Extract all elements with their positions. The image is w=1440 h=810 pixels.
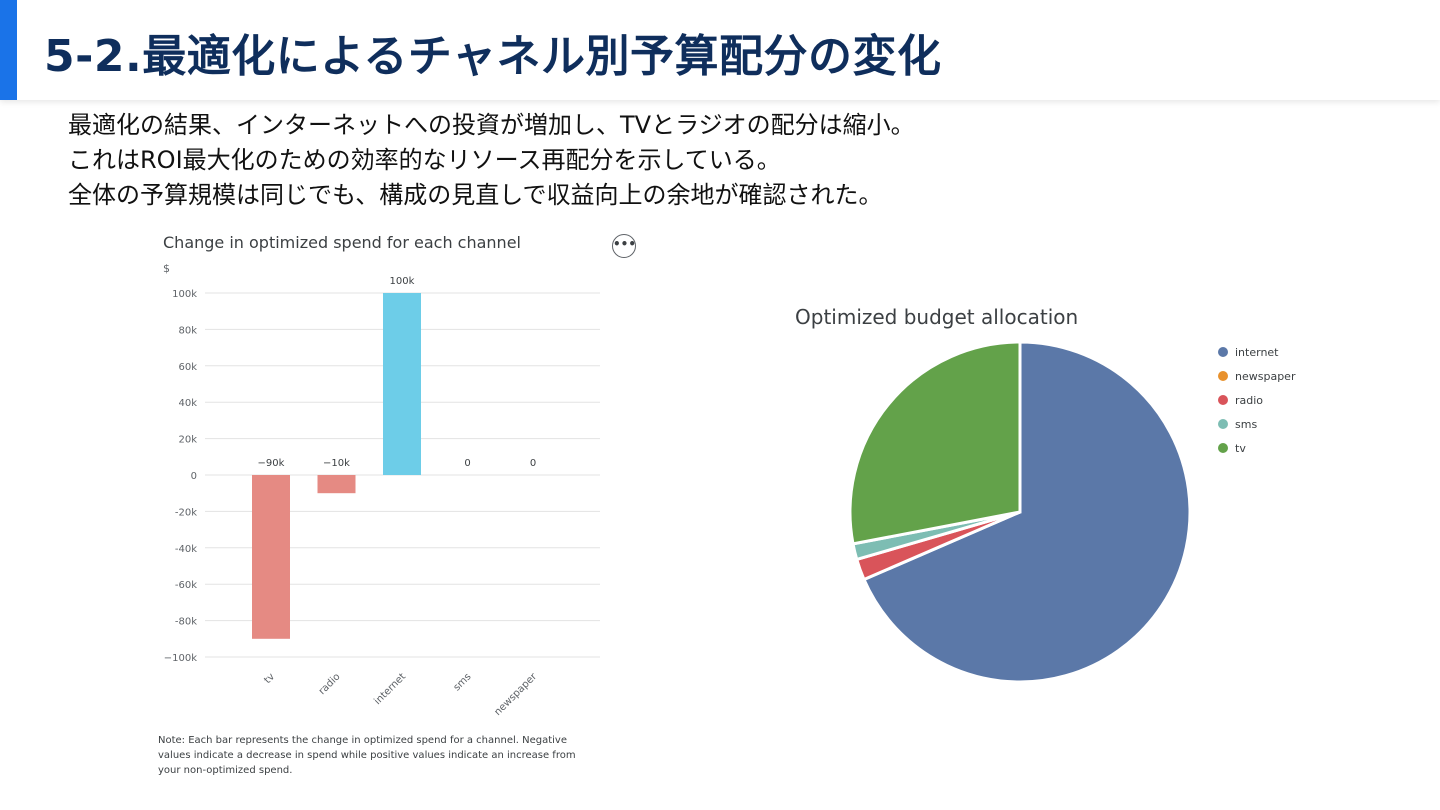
bar-tv xyxy=(252,475,290,639)
y-tick-label: 20k xyxy=(178,435,197,446)
legend-item-tv: tv xyxy=(1218,436,1295,460)
bar-chart: 100k 80k 60k 40k 20k 0 -20k -40k -60k -80k −100k −9… xyxy=(164,276,600,718)
legend-swatch xyxy=(1218,371,1228,381)
legend-label: tv xyxy=(1235,441,1246,455)
legend-label: sms xyxy=(1235,417,1258,431)
y-tick-label: -80k xyxy=(175,617,197,628)
x-tick-label-internet: internet xyxy=(372,671,408,707)
y-tick-label: 100k xyxy=(172,289,197,300)
legend-swatch xyxy=(1218,395,1228,405)
legend-swatch xyxy=(1218,347,1228,357)
legend-item-internet: internet xyxy=(1218,340,1295,364)
y-tick-label: 60k xyxy=(178,362,197,373)
legend-item-newspaper: newspaper xyxy=(1218,364,1295,388)
header-accent-bar xyxy=(0,0,17,100)
data-label-newspaper: 0 xyxy=(530,458,536,469)
body-line-2: これはROI最大化のための効率的なリソース再配分を示している。 xyxy=(68,146,781,174)
y-tick-label: -20k xyxy=(175,507,197,518)
x-tick-label-tv: tv xyxy=(262,671,277,686)
bar-radio xyxy=(317,475,356,494)
legend-label: radio xyxy=(1235,393,1264,407)
body-line-3: 全体の予算規模は同じでも、構成の見直しで収益向上の余地が確認された。 xyxy=(68,181,883,209)
y-tick-label: 40k xyxy=(178,398,197,409)
bar-chart-note: Note: Each bar represents the change in … xyxy=(158,735,576,776)
y-tick-label: 80k xyxy=(178,325,197,336)
data-label-sms: 0 xyxy=(464,458,470,469)
bar-chart-y-unit: $ xyxy=(163,262,170,275)
slide-title: 5-2.最適化によるチャネル別予算配分の変化 xyxy=(44,31,942,82)
x-tick-label-newspaper: newspaper xyxy=(492,671,539,718)
data-label-internet: 100k xyxy=(390,276,415,287)
legend-swatch xyxy=(1218,419,1228,429)
bar-internet xyxy=(383,293,421,475)
legend-item-sms: sms xyxy=(1218,412,1295,436)
pie-slice-internet xyxy=(862,340,1192,684)
body-line-1: 最適化の結果、インターネットへの投資が増加し、TVとラジオの配分は縮小。 xyxy=(68,111,915,139)
data-label-tv: −90k xyxy=(258,458,285,469)
y-tick-label: −100k xyxy=(164,653,197,664)
y-tick-label: -60k xyxy=(175,580,197,591)
slide-header: 5-2.最適化によるチャネル別予算配分の変化 xyxy=(0,0,1440,100)
more-horizontal-icon[interactable]: ••• xyxy=(612,234,636,258)
legend-swatch xyxy=(1218,443,1228,453)
bar-chart-title: Change in optimized spend for each chann… xyxy=(163,233,521,252)
pie-chart-title: Optimized budget allocation xyxy=(795,305,1079,329)
x-tick-label-sms: sms xyxy=(452,671,474,693)
y-tick-label: -40k xyxy=(175,544,197,555)
legend-label: newspaper xyxy=(1235,369,1296,383)
pie-chart xyxy=(848,340,1192,684)
pie-legend: internet newspaper radio sms tv xyxy=(1218,340,1295,460)
data-label-radio: −10k xyxy=(323,458,350,469)
legend-label: internet xyxy=(1235,345,1279,359)
y-tick-label: 0 xyxy=(191,471,197,482)
pie-slice-tv xyxy=(848,340,1022,546)
slide-body: 最適化の結果、インターネットへの投資が増加し、TVとラジオの配分は縮小。 これは… xyxy=(68,108,915,213)
x-tick-label-radio: radio xyxy=(317,671,343,697)
legend-item-radio: radio xyxy=(1218,388,1295,412)
